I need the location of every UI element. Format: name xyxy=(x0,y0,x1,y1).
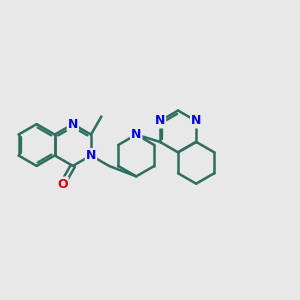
Text: N: N xyxy=(86,149,96,162)
Text: O: O xyxy=(57,178,68,190)
Text: N: N xyxy=(155,115,165,128)
Text: N: N xyxy=(131,128,141,141)
Text: N: N xyxy=(68,118,78,130)
Text: N: N xyxy=(191,115,201,128)
